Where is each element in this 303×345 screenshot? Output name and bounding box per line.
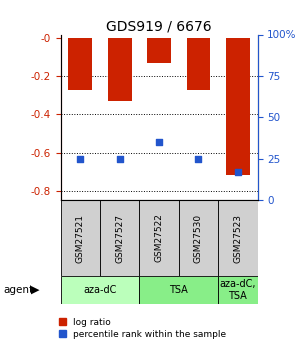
Text: agent: agent	[3, 285, 33, 295]
Point	[157, 139, 161, 145]
Title: GDS919 / 6676: GDS919 / 6676	[106, 19, 212, 33]
Bar	[139, 276, 218, 304]
Text: aza-dC,
TSA: aza-dC, TSA	[220, 279, 256, 300]
Bar	[68, 38, 92, 90]
Text: aza-dC: aza-dC	[83, 285, 117, 295]
Bar	[218, 200, 258, 276]
Text: ▶: ▶	[31, 285, 39, 295]
Bar	[108, 38, 132, 101]
Point	[78, 156, 83, 161]
Bar	[61, 200, 100, 276]
Bar	[100, 200, 139, 276]
Point	[196, 156, 201, 161]
Bar	[187, 38, 210, 90]
Text: TSA: TSA	[169, 285, 188, 295]
Bar	[179, 200, 218, 276]
Text: GSM27522: GSM27522	[155, 214, 164, 263]
Point	[235, 169, 240, 175]
Text: GSM27527: GSM27527	[115, 214, 124, 263]
Text: GSM27523: GSM27523	[233, 214, 242, 263]
Bar	[218, 276, 258, 304]
Bar	[147, 38, 171, 63]
Point	[117, 156, 122, 161]
Text: GSM27530: GSM27530	[194, 214, 203, 263]
Bar	[139, 200, 179, 276]
Legend: log ratio, percentile rank within the sample: log ratio, percentile rank within the sa…	[59, 318, 227, 339]
Text: GSM27521: GSM27521	[76, 214, 85, 263]
Bar	[61, 276, 139, 304]
Bar	[226, 38, 250, 175]
